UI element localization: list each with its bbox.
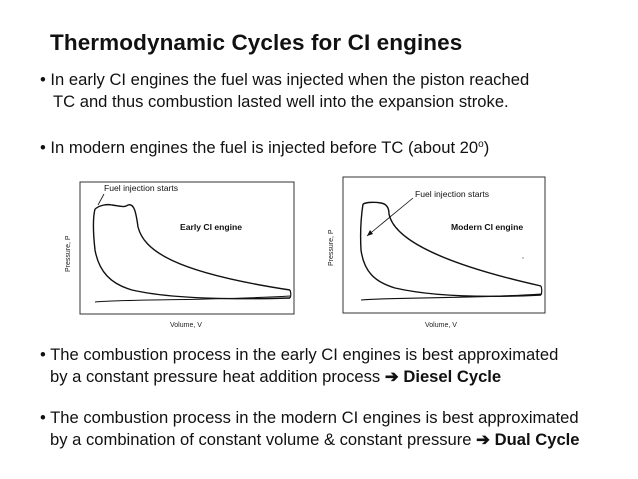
bullet-modern-injection: • In modern engines the fuel is injected…: [40, 134, 489, 159]
modern-engine-label: Modern CI engine: [451, 222, 523, 232]
arrow-right-icon: ➔: [476, 430, 491, 449]
modern-compression-curve: [359, 203, 542, 298]
early-annotation: Fuel injection starts: [104, 183, 178, 193]
early-engine-label: Early CI engine: [180, 222, 242, 232]
bullet-diesel-line2: by a constant pressure heat addition pro…: [40, 366, 558, 388]
arrow-right-icon: ➔: [384, 367, 399, 386]
early-y-axis-label: Pressure, P: [65, 235, 72, 272]
bullet-modern-end: ): [483, 138, 490, 157]
modern-speck: [522, 257, 524, 259]
early-expansion-curve: [94, 203, 291, 291]
early-plot-frame: [79, 181, 295, 315]
modern-y-axis-label: Pressure, P: [328, 229, 335, 266]
modern-ci-figure: Fuel injection starts Modern CI engine P…: [315, 172, 555, 337]
modern-pumping-loop: [360, 293, 542, 301]
bullet-dual-cycle: • The combustion process in the modern C…: [40, 407, 580, 451]
bullet-modern-text: • In modern engines the fuel is injected…: [40, 138, 479, 157]
diesel-cycle-label: Diesel Cycle: [398, 367, 502, 386]
slide-title: Thermodynamic Cycles for CI engines: [50, 30, 463, 55]
modern-arrowhead: [367, 230, 373, 236]
bullet-diesel-cycle: • The combustion process in the early CI…: [40, 344, 558, 388]
modern-pv-diagram: Fuel injection starts Modern CI engine P…: [328, 176, 546, 329]
early-ci-figure: Fuel injection starts Early CI engine Pr…: [62, 172, 302, 337]
bullet-early-injection: • In early CI engines the fuel was injec…: [40, 69, 529, 113]
dual-cycle-label: Dual Cycle: [490, 430, 580, 449]
bullet-diesel-line1: • The combustion process in the early CI…: [40, 345, 559, 364]
early-pumping-loop: [94, 295, 291, 303]
degree-superscript: o: [478, 139, 484, 150]
early-annotation-leader: [97, 193, 105, 206]
bullet-dual-line1: • The combustion process in the modern C…: [40, 408, 579, 427]
early-pv-diagram: Fuel injection starts Early CI engine Pr…: [65, 181, 295, 329]
early-x-axis-label: Volume, V: [170, 322, 202, 329]
bullet-early-line1: • In early CI engines the fuel was injec…: [40, 70, 530, 89]
bullet-dual-line2-text: by a combination of constant volume & co…: [50, 430, 477, 449]
modern-annotation: Fuel injection starts: [415, 189, 489, 199]
bullet-early-line2: TC and thus combustion lasted well into …: [53, 92, 509, 111]
modern-x-axis-label: Volume, V: [425, 322, 457, 329]
modern-blowdown-curve: [540, 285, 543, 296]
modern-expansion-curve: [362, 201, 542, 287]
early-blowdown-curve: [289, 289, 292, 299]
bullet-diesel-line2-text: by a constant pressure heat addition pro…: [50, 367, 385, 386]
bullet-dual-line2: by a combination of constant volume & co…: [40, 429, 580, 451]
modern-plot-frame: [342, 176, 546, 314]
